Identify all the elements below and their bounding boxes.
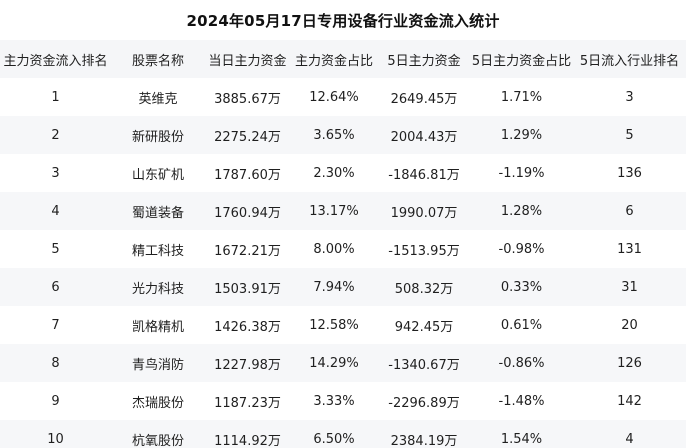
- cell-main-fund-5d: 942.45万: [394, 319, 454, 335]
- cell-main-fund-pct: 13.17%: [309, 203, 359, 219]
- cell-industry-rank-5d: 31: [621, 279, 638, 295]
- table-row: 3 山东矿机 1787.60万 2.30% -1846.81万 -1.19% 136: [0, 154, 686, 192]
- cell-main-fund-pct-5d: 0.33%: [500, 279, 543, 295]
- cell-main-fund-5d: 2649.45万: [390, 91, 458, 107]
- table-row: 6 光力科技 1503.91万 7.94% 508.32万 0.33% 31: [0, 268, 686, 306]
- cell-stock-name: 杭氧股份: [131, 433, 184, 448]
- cell-main-fund-today: 1672.21万: [214, 243, 281, 259]
- cell-main-fund-pct-5d: -1.48%: [498, 393, 545, 409]
- cell-main-fund-pct: 12.58%: [309, 317, 359, 333]
- cell-industry-rank-5d: 6: [625, 203, 634, 219]
- table-row: 9 杰瑞股份 1187.23万 3.33% -2296.89万 -1.48% 142: [0, 382, 686, 420]
- cell-rank: 3: [51, 165, 60, 181]
- table-row: 5 精工科技 1672.21万 8.00% -1513.95万 -0.98% 131: [0, 230, 686, 268]
- table-header-row: 主力资金流入排名 股票名称 当日主力资金 主力资金占比 5日主力资金 5日主力资金占比 5日…: [0, 40, 686, 78]
- cell-stock-name: 青鸟消防: [131, 357, 184, 373]
- table-row: 2 新研股份 2275.24万 3.65% 2004.43万 1.29% 5: [0, 116, 686, 154]
- cell-main-fund-5d: 508.32万: [394, 281, 454, 297]
- column-header-main-fund-pct: 主力资金占比: [294, 53, 373, 69]
- cell-rank: 10: [47, 431, 64, 447]
- cell-stock-name: 凯格精机: [131, 319, 184, 335]
- column-header-main-fund-today: 当日主力资金: [208, 53, 287, 69]
- cell-main-fund-pct: 14.29%: [309, 355, 359, 371]
- cell-stock-name: 光力科技: [131, 281, 184, 297]
- cell-rank: 7: [51, 317, 60, 333]
- cell-main-fund-pct-5d: 1.54%: [500, 431, 543, 447]
- cell-rank: 9: [51, 393, 60, 409]
- cell-main-fund-5d: -2296.89万: [388, 395, 460, 411]
- cell-main-fund-pct-5d: 1.71%: [500, 89, 543, 105]
- cell-main-fund-today: 1503.91万: [214, 281, 281, 297]
- cell-rank: 2: [51, 127, 60, 143]
- cell-rank: 8: [51, 355, 60, 371]
- cell-main-fund-pct-5d: 1.28%: [500, 203, 543, 219]
- column-header-main-fund-5d: 5日主力资金: [387, 53, 461, 69]
- page-title: 2024年05月17日专用设备行业资金流入统计: [186, 11, 500, 30]
- cell-main-fund-pct: 3.65%: [313, 127, 355, 143]
- column-header-rank: 主力资金流入排名: [3, 53, 108, 69]
- cell-main-fund-pct-5d: -0.86%: [498, 355, 545, 371]
- cell-stock-name: 蜀道装备: [131, 205, 184, 221]
- cell-industry-rank-5d: 5: [625, 127, 634, 143]
- cell-main-fund-pct: 2.30%: [313, 165, 355, 181]
- cell-main-fund-pct: 8.00%: [313, 241, 355, 257]
- cell-main-fund-pct: 12.64%: [309, 89, 359, 105]
- cell-main-fund-today: 1787.60万: [214, 167, 281, 183]
- title-bar: 2024年05月17日专用设备行业资金流入统计: [0, 0, 686, 40]
- cell-stock-name: 杰瑞股份: [131, 395, 184, 411]
- table-body: 1 英维克 3885.67万 12.64% 2649.45万 1.71% 3 2 新研股份 227…: [0, 78, 686, 448]
- column-header-industry-rank-5d: 5日流入行业排名: [579, 53, 680, 69]
- table-row: 7 凯格精机 1426.38万 12.58% 942.45万 0.61% 20: [0, 306, 686, 344]
- cell-industry-rank-5d: 131: [617, 241, 642, 257]
- cell-main-fund-5d: -1513.95万: [388, 243, 460, 259]
- cell-main-fund-5d: -1846.81万: [388, 167, 460, 183]
- cell-industry-rank-5d: 20: [621, 317, 638, 333]
- cell-main-fund-pct-5d: 1.29%: [500, 127, 543, 143]
- cell-rank: 4: [51, 203, 60, 219]
- cell-main-fund-today: 1227.98万: [214, 357, 281, 373]
- cell-main-fund-today: 2275.24万: [214, 129, 281, 145]
- table-row: 10 杭氧股份 1114.92万 6.50% 2384.19万 1.54% 4: [0, 420, 686, 448]
- table-row: 1 英维克 3885.67万 12.64% 2649.45万 1.71% 3: [0, 78, 686, 116]
- cell-main-fund-5d: 1990.07万: [390, 205, 458, 221]
- cell-industry-rank-5d: 142: [617, 393, 642, 409]
- cell-main-fund-today: 1760.94万: [214, 205, 281, 221]
- column-header-stock-name: 股票名称: [131, 53, 184, 69]
- cell-main-fund-pct: 7.94%: [313, 279, 355, 295]
- cell-main-fund-pct: 3.33%: [313, 393, 355, 409]
- cell-industry-rank-5d: 126: [617, 355, 642, 371]
- cell-rank: 6: [51, 279, 60, 295]
- cell-main-fund-5d: 2384.19万: [390, 433, 458, 448]
- cell-main-fund-5d: 2004.43万: [390, 129, 458, 145]
- cell-stock-name: 新研股份: [131, 129, 184, 145]
- cell-main-fund-5d: -1340.67万: [388, 357, 460, 373]
- table-row: 4 蜀道装备 1760.94万 13.17% 1990.07万 1.28% 6: [0, 192, 686, 230]
- cell-main-fund-today: 1114.92万: [214, 433, 281, 448]
- cell-industry-rank-5d: 4: [625, 431, 634, 447]
- fund-flow-table: 主力资金流入排名 股票名称 当日主力资金 主力资金占比 5日主力资金 5日主力资金占比 5日…: [0, 40, 686, 448]
- cell-industry-rank-5d: 136: [617, 165, 642, 181]
- table-row: 8 青鸟消防 1227.98万 14.29% -1340.67万 -0.86% 126: [0, 344, 686, 382]
- cell-main-fund-today: 1426.38万: [214, 319, 281, 335]
- cell-stock-name: 山东矿机: [131, 167, 184, 183]
- cell-main-fund-pct: 6.50%: [313, 431, 355, 447]
- cell-main-fund-pct-5d: -1.19%: [498, 165, 545, 181]
- cell-rank: 1: [51, 89, 60, 105]
- cell-industry-rank-5d: 3: [625, 89, 634, 105]
- cell-main-fund-pct-5d: 0.61%: [500, 317, 543, 333]
- cell-main-fund-pct-5d: -0.98%: [498, 241, 545, 257]
- cell-main-fund-today: 1187.23万: [214, 395, 281, 411]
- column-header-main-fund-pct-5d: 5日主力资金占比: [471, 53, 572, 69]
- cell-stock-name: 精工科技: [131, 243, 184, 259]
- cell-rank: 5: [51, 241, 60, 257]
- cell-main-fund-today: 3885.67万: [214, 91, 281, 107]
- cell-stock-name: 英维克: [138, 91, 178, 107]
